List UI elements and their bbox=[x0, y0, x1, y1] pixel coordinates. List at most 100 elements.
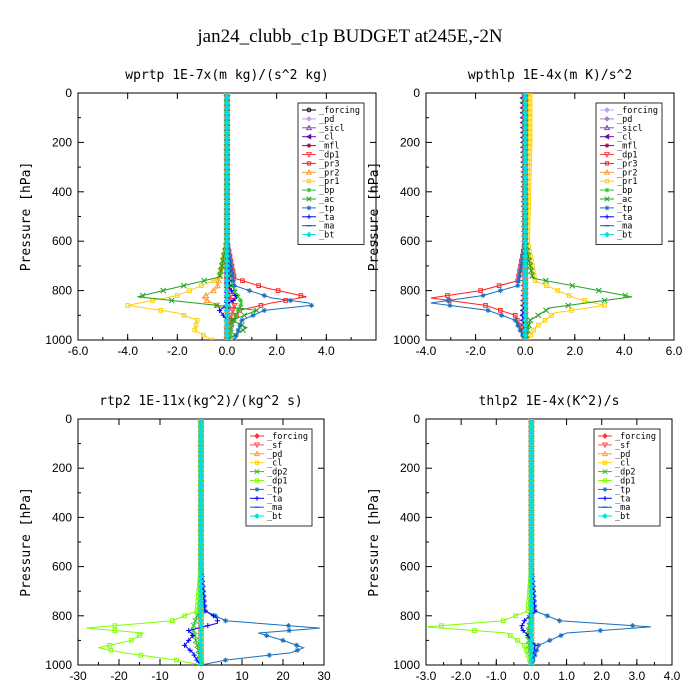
panel1-series-bp-point bbox=[229, 322, 235, 328]
panel1-series-pr1-point bbox=[158, 308, 164, 313]
panel1-series-tp-point bbox=[261, 307, 267, 313]
panel1-series-ac-point bbox=[160, 287, 167, 294]
panel3-ytick-label: 400 bbox=[52, 510, 72, 524]
panel1-ytick-label: 400 bbox=[52, 185, 72, 199]
panel3-series-tp-point bbox=[280, 637, 286, 643]
panel3-series-bt-point bbox=[197, 661, 205, 665]
panel4-legend-label: _forcing bbox=[615, 432, 656, 442]
panel1-series-ac-point bbox=[253, 307, 260, 314]
panel3-legend-marker bbox=[254, 433, 260, 439]
panel2-legend-marker bbox=[604, 205, 610, 211]
panel1-legend-marker bbox=[306, 231, 312, 238]
panel1-series-pr1-point bbox=[194, 317, 200, 323]
panel2-xtick-label: -4.0 bbox=[416, 344, 437, 358]
panel1-series-tp-point bbox=[229, 268, 235, 274]
panel2-series-ac-point bbox=[542, 277, 549, 284]
panel1-series-pr2-point bbox=[202, 291, 210, 299]
panel2-series-tp-line bbox=[430, 93, 526, 340]
panel1-legend-marker bbox=[306, 187, 312, 193]
panel2-series-bt-point bbox=[522, 336, 529, 340]
panel2-series-tp-point bbox=[515, 283, 521, 289]
panel3-legend-marker bbox=[254, 460, 260, 465]
panel2-series-pr3-point bbox=[483, 303, 488, 308]
panel4-series-dp1-point bbox=[523, 647, 529, 653]
panel3-series-tp-point bbox=[264, 632, 270, 639]
panel3-series-dp2-point bbox=[194, 612, 201, 619]
panel3-ytick-label: 600 bbox=[52, 560, 72, 574]
panel1-series-pr1-point bbox=[125, 303, 130, 308]
panel3-xtick-label: -30 bbox=[69, 669, 87, 683]
panel2-legend-label: _bt bbox=[617, 231, 632, 241]
panel1-series-ac-point bbox=[180, 282, 187, 289]
panel2-series-tp-point bbox=[519, 258, 525, 264]
panel1-series-pr1-point bbox=[201, 332, 206, 338]
panel1-series-ac-point bbox=[216, 272, 223, 279]
panel3-legend-label: _dp2 bbox=[267, 468, 287, 478]
panel2-series-tp-point bbox=[517, 327, 523, 333]
panel1-legend-label: _ac bbox=[319, 195, 334, 205]
panel2-series-pr3-point bbox=[496, 283, 502, 288]
panel3-legend-label: _pd bbox=[267, 450, 282, 460]
panel1-xtick-label: -2.0 bbox=[167, 344, 188, 358]
panel2-series-tp-point bbox=[445, 297, 451, 304]
panel2-xtick-label: 6.0 bbox=[666, 344, 683, 358]
panel2-legend-marker bbox=[603, 133, 610, 140]
panel1-ylabel: Pressure [hPa] bbox=[19, 162, 34, 272]
panel2-legend-marker bbox=[604, 107, 610, 113]
panel1-series-bp-point bbox=[237, 297, 244, 304]
panel3-series-dp1-line bbox=[86, 419, 202, 665]
panel1-series-ac-point bbox=[239, 327, 246, 334]
panel1-series-tp-point bbox=[287, 297, 293, 304]
panel4-legend-marker bbox=[602, 460, 608, 465]
panel1-series-ac-point bbox=[224, 337, 230, 340]
panel3-ylabel: Pressure [hPa] bbox=[19, 487, 34, 597]
panel3-legend-label: _sf bbox=[267, 441, 282, 451]
panel1-series-pr1-point bbox=[192, 327, 198, 333]
panel4-legend-label: _sf bbox=[615, 441, 630, 451]
panel2-series-ac-point bbox=[535, 312, 542, 319]
panel4-series-tp-point bbox=[534, 647, 540, 653]
panel4-legend-label: _ma bbox=[615, 503, 630, 513]
panel2-series-tp-point bbox=[497, 288, 503, 294]
panel3-xtick-label: -10 bbox=[151, 669, 169, 683]
panel1-xtick-label: -4.0 bbox=[117, 344, 138, 358]
panel2-legend-label: _pr3 bbox=[617, 159, 637, 169]
panel2-series-ac-point bbox=[595, 287, 602, 294]
panel4-ytick-label: 800 bbox=[400, 609, 420, 623]
panel1-series-pr1-point bbox=[209, 337, 215, 340]
panel1-series-pr3-point bbox=[298, 293, 304, 298]
panel3-series-dp2-point bbox=[192, 617, 199, 624]
panel2-ytick-label: 600 bbox=[400, 234, 420, 248]
panel3-xtick-label: 30 bbox=[317, 669, 331, 683]
panel1-legend-marker bbox=[306, 143, 312, 148]
panel1-series-ac-point bbox=[219, 258, 226, 264]
panel3-legend-marker bbox=[253, 442, 261, 449]
panel3-ytick-label: 1000 bbox=[45, 658, 72, 672]
panel1: wprtp 1E-7x(m kg)/(s^2 kg) Pressure [hPa]… bbox=[19, 68, 377, 358]
panel4-legend-marker bbox=[602, 478, 608, 483]
panel1-legend-label: _dp1 bbox=[319, 151, 339, 161]
panel1-series-dp1-point bbox=[231, 302, 238, 310]
panel2-legend-marker bbox=[604, 143, 610, 148]
panel1-series-bt-point bbox=[223, 336, 231, 340]
panel4-xtick-label: -3.0 bbox=[416, 669, 437, 683]
panel4-legend-label: _tp bbox=[615, 485, 630, 495]
panel1-legend-label: _bp bbox=[319, 186, 334, 196]
panel3-legend-label: _tp bbox=[267, 485, 282, 495]
panel4-series-tp-point bbox=[547, 637, 553, 643]
panel3-legend-marker bbox=[253, 450, 261, 457]
panel2-series-pr1-point bbox=[555, 288, 561, 293]
panel3-series-tp-point bbox=[266, 652, 272, 658]
panel1-series-tp-point bbox=[228, 263, 234, 269]
panel1-series-ta-point bbox=[230, 297, 236, 304]
panel4-legend-marker bbox=[602, 468, 608, 475]
panel4-legend-label: _dp1 bbox=[615, 477, 635, 487]
panel2-legend-marker bbox=[604, 161, 610, 166]
panel2-series-ac-point bbox=[569, 282, 576, 289]
panel3-series-dp1-point bbox=[128, 638, 134, 643]
panel1-legend-marker bbox=[305, 133, 312, 140]
panel3-series-ta-point bbox=[187, 647, 193, 653]
panel2-ytick-label: 200 bbox=[400, 135, 420, 149]
panel4-legend-marker bbox=[601, 442, 609, 449]
panel4-ytick-label: 600 bbox=[400, 560, 420, 574]
